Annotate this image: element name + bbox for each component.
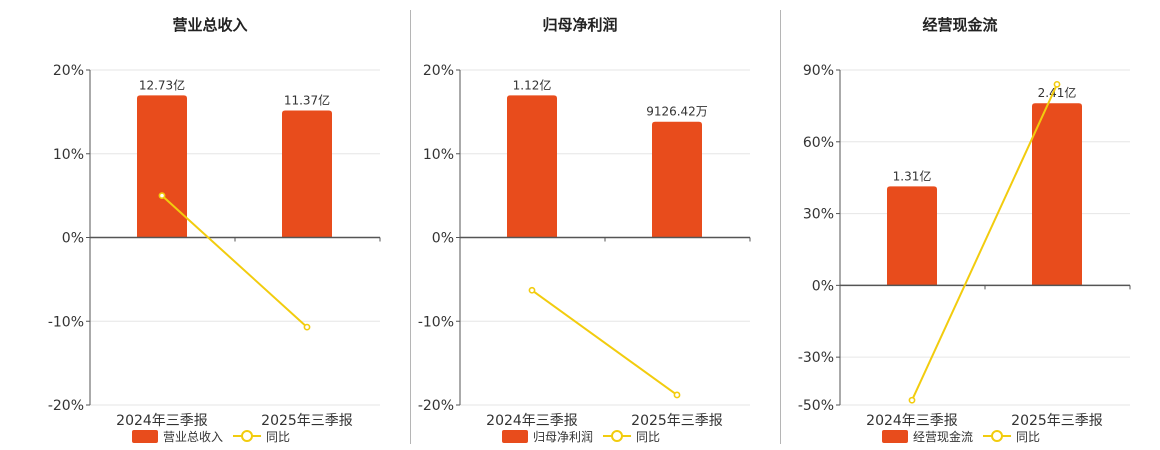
y-tick-label: -30% bbox=[798, 350, 834, 366]
bar-data-label: 1.12亿 bbox=[513, 77, 552, 92]
legend-line-marker-icon bbox=[603, 429, 632, 443]
panel-divider bbox=[410, 10, 411, 444]
bar-data-label: 2.41亿 bbox=[1038, 85, 1077, 100]
y-tick-label: -50% bbox=[798, 398, 834, 414]
legend-bar-label: 营业总收入 bbox=[163, 429, 224, 444]
yoy-point bbox=[303, 323, 311, 331]
yoy-point bbox=[158, 192, 166, 200]
y-tick-label: 0% bbox=[62, 231, 84, 247]
legend-line-label: 同比 bbox=[636, 429, 661, 444]
panel-divider bbox=[780, 10, 781, 444]
y-tick-label: 20% bbox=[53, 63, 84, 79]
bar-data-label: 1.31亿 bbox=[893, 168, 932, 183]
bar-data-label: 9126.42万 bbox=[646, 105, 708, 119]
legend-bar-swatch bbox=[502, 429, 528, 443]
legend-line-marker-icon bbox=[233, 429, 262, 443]
legend-revenue[interactable]: 营业总收入 同比 bbox=[132, 428, 290, 444]
y-tick-label: 90% bbox=[803, 63, 834, 79]
yoy-point bbox=[908, 396, 916, 404]
panel-title-cash-flow: 经营现金流 bbox=[922, 16, 998, 34]
x-category-label: 2025年三季报 bbox=[631, 413, 723, 429]
legend-line-marker-icon bbox=[983, 429, 1012, 443]
yoy-line bbox=[531, 289, 678, 396]
y-tick-label: -20% bbox=[418, 398, 454, 414]
y-tick-label: 0% bbox=[812, 278, 834, 294]
y-tick-label: 10% bbox=[53, 147, 84, 163]
bar bbox=[887, 186, 937, 286]
y-tick-label: 30% bbox=[803, 207, 834, 223]
y-tick-label: 20% bbox=[423, 63, 454, 79]
bar-data-label: 12.73亿 bbox=[139, 77, 185, 92]
x-category-label: 2024年三季报 bbox=[486, 413, 578, 429]
legend-bar-swatch bbox=[132, 429, 158, 443]
x-category-label: 2024年三季报 bbox=[866, 413, 958, 429]
y-tick-label: -10% bbox=[48, 314, 84, 330]
y-tick-label: 60% bbox=[803, 135, 834, 151]
legend-bar-label: 经营现金流 bbox=[913, 429, 974, 444]
bar bbox=[137, 95, 187, 238]
bar bbox=[282, 110, 332, 238]
bar bbox=[652, 121, 702, 238]
bar bbox=[1032, 103, 1082, 286]
legend-line-label: 同比 bbox=[266, 429, 291, 444]
panel-title-revenue: 营业总收入 bbox=[172, 16, 248, 34]
legend-line-label: 同比 bbox=[1016, 429, 1041, 444]
yoy-line bbox=[911, 83, 1058, 401]
y-tick-label: -20% bbox=[48, 398, 84, 414]
y-tick-label: 0% bbox=[432, 231, 454, 247]
y-tick-label: -10% bbox=[418, 314, 454, 330]
panel-title-net-profit: 归母净利润 bbox=[542, 16, 618, 34]
legend-net-profit[interactable]: 归母净利润 同比 bbox=[502, 428, 660, 444]
bar bbox=[507, 95, 557, 238]
y-tick-label: 10% bbox=[423, 147, 454, 163]
x-category-label: 2024年三季报 bbox=[116, 413, 208, 429]
legend-bar-swatch bbox=[882, 429, 908, 443]
bar-data-label: 11.37亿 bbox=[284, 93, 330, 108]
legend-cash-flow[interactable]: 经营现金流 同比 bbox=[882, 428, 1040, 444]
x-category-label: 2025年三季报 bbox=[1011, 413, 1103, 429]
x-category-label: 2025年三季报 bbox=[261, 413, 353, 429]
yoy-point bbox=[528, 286, 536, 294]
yoy-point bbox=[673, 391, 681, 399]
legend-bar-label: 归母净利润 bbox=[533, 429, 594, 444]
yoy-line bbox=[161, 194, 308, 328]
yoy-point bbox=[1053, 80, 1061, 88]
